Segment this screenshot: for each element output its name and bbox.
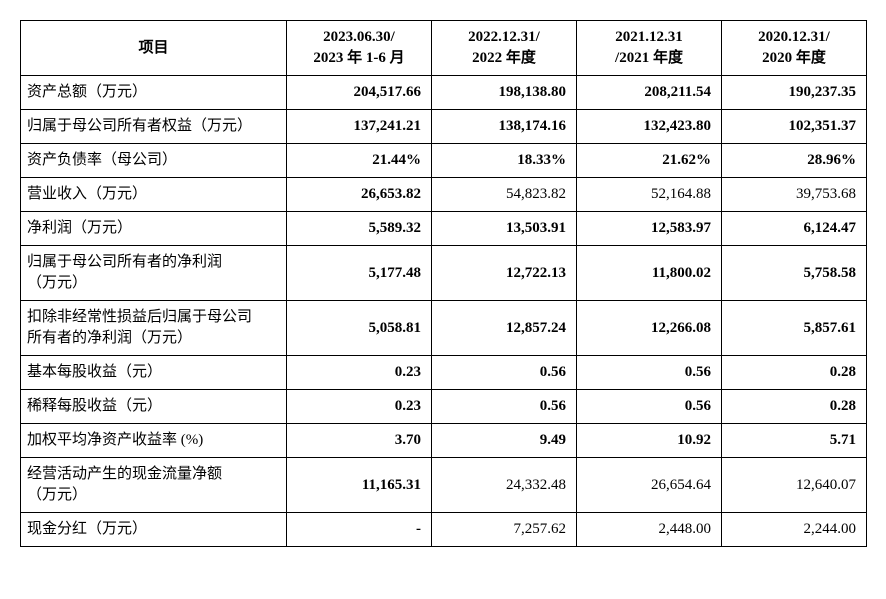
row-value: 0.28 <box>722 356 867 390</box>
row-label: 扣除非经常性损益后归属于母公司所有者的净利润（万元） <box>21 301 287 356</box>
row-value: 102,351.37 <box>722 110 867 144</box>
row-value: 12,722.13 <box>432 246 577 301</box>
row-value: 13,503.91 <box>432 212 577 246</box>
table-row: 加权平均净资产收益率 (%)3.709.4910.925.71 <box>21 424 867 458</box>
row-value: 132,423.80 <box>577 110 722 144</box>
row-value: 5,589.32 <box>287 212 432 246</box>
row-label: 归属于母公司所有者的净利润（万元） <box>21 246 287 301</box>
row-value: 0.56 <box>432 356 577 390</box>
table-row: 资产总额（万元）204,517.66198,138.80208,211.5419… <box>21 76 867 110</box>
row-value: 28.96% <box>722 144 867 178</box>
row-value: 39,753.68 <box>722 178 867 212</box>
row-value: 138,174.16 <box>432 110 577 144</box>
row-value: 10.92 <box>577 424 722 458</box>
row-value: 5,857.61 <box>722 301 867 356</box>
row-label: 稀释每股收益（元） <box>21 390 287 424</box>
row-value: 0.56 <box>577 356 722 390</box>
table-row: 归属于母公司所有者权益（万元）137,241.21138,174.16132,4… <box>21 110 867 144</box>
row-value: 0.28 <box>722 390 867 424</box>
row-value: - <box>287 513 432 547</box>
header-period-2: 2022.12.31/ 2022 年度 <box>432 21 577 76</box>
row-value: 11,800.02 <box>577 246 722 301</box>
table-body: 资产总额（万元）204,517.66198,138.80208,211.5419… <box>21 76 867 547</box>
table-row: 基本每股收益（元）0.230.560.560.28 <box>21 356 867 390</box>
header-row: 项目 2023.06.30/ 2023 年 1-6 月 2022.12.31/ … <box>21 21 867 76</box>
row-label: 净利润（万元） <box>21 212 287 246</box>
row-label: 资产总额（万元） <box>21 76 287 110</box>
table-row: 扣除非经常性损益后归属于母公司所有者的净利润（万元）5,058.8112,857… <box>21 301 867 356</box>
row-value: 26,653.82 <box>287 178 432 212</box>
row-value: 12,640.07 <box>722 458 867 513</box>
table-row: 经营活动产生的现金流量净额（万元）11,165.3124,332.4826,65… <box>21 458 867 513</box>
row-value: 0.23 <box>287 356 432 390</box>
row-value: 24,332.48 <box>432 458 577 513</box>
financial-table: 项目 2023.06.30/ 2023 年 1-6 月 2022.12.31/ … <box>20 20 867 547</box>
row-label: 归属于母公司所有者权益（万元） <box>21 110 287 144</box>
header-period-4: 2020.12.31/ 2020 年度 <box>722 21 867 76</box>
row-label: 资产负债率（母公司） <box>21 144 287 178</box>
row-value: 52,164.88 <box>577 178 722 212</box>
table-row: 稀释每股收益（元）0.230.560.560.28 <box>21 390 867 424</box>
row-value: 26,654.64 <box>577 458 722 513</box>
row-value: 7,257.62 <box>432 513 577 547</box>
row-value: 54,823.82 <box>432 178 577 212</box>
row-label: 营业收入（万元） <box>21 178 287 212</box>
row-value: 204,517.66 <box>287 76 432 110</box>
row-value: 0.56 <box>577 390 722 424</box>
row-value: 0.23 <box>287 390 432 424</box>
row-label: 现金分红（万元） <box>21 513 287 547</box>
row-value: 5,758.58 <box>722 246 867 301</box>
row-value: 11,165.31 <box>287 458 432 513</box>
row-value: 2,244.00 <box>722 513 867 547</box>
row-value: 6,124.47 <box>722 212 867 246</box>
row-value: 137,241.21 <box>287 110 432 144</box>
header-item: 项目 <box>21 21 287 76</box>
row-value: 12,583.97 <box>577 212 722 246</box>
row-label: 基本每股收益（元） <box>21 356 287 390</box>
row-value: 2,448.00 <box>577 513 722 547</box>
row-value: 3.70 <box>287 424 432 458</box>
table-row: 净利润（万元）5,589.3213,503.9112,583.976,124.4… <box>21 212 867 246</box>
table-row: 归属于母公司所有者的净利润（万元）5,177.4812,722.1311,800… <box>21 246 867 301</box>
row-value: 12,266.08 <box>577 301 722 356</box>
row-value: 190,237.35 <box>722 76 867 110</box>
row-value: 5,177.48 <box>287 246 432 301</box>
row-value: 5.71 <box>722 424 867 458</box>
table-row: 营业收入（万元）26,653.8254,823.8252,164.8839,75… <box>21 178 867 212</box>
row-value: 198,138.80 <box>432 76 577 110</box>
row-value: 12,857.24 <box>432 301 577 356</box>
row-label: 经营活动产生的现金流量净额（万元） <box>21 458 287 513</box>
header-period-3: 2021.12.31 /2021 年度 <box>577 21 722 76</box>
row-value: 0.56 <box>432 390 577 424</box>
table-header: 项目 2023.06.30/ 2023 年 1-6 月 2022.12.31/ … <box>21 21 867 76</box>
row-value: 21.62% <box>577 144 722 178</box>
row-value: 18.33% <box>432 144 577 178</box>
row-value: 208,211.54 <box>577 76 722 110</box>
row-value: 5,058.81 <box>287 301 432 356</box>
table-row: 现金分红（万元）-7,257.622,448.002,244.00 <box>21 513 867 547</box>
row-value: 9.49 <box>432 424 577 458</box>
header-period-1: 2023.06.30/ 2023 年 1-6 月 <box>287 21 432 76</box>
row-label: 加权平均净资产收益率 (%) <box>21 424 287 458</box>
row-value: 21.44% <box>287 144 432 178</box>
table-row: 资产负债率（母公司）21.44%18.33%21.62%28.96% <box>21 144 867 178</box>
